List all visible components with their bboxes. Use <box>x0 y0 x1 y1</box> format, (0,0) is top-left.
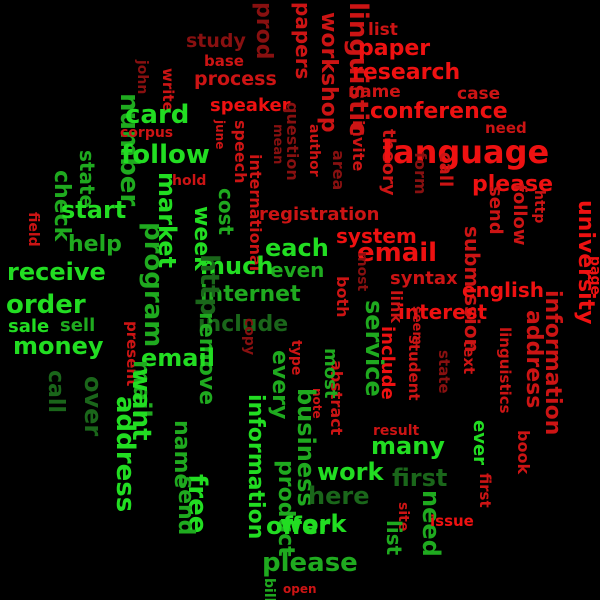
cloud-word: author <box>306 124 322 177</box>
cloud-word: list <box>382 520 406 556</box>
cloud-word: process <box>194 68 277 90</box>
cloud-word: state <box>435 350 453 394</box>
cloud-word: form <box>411 152 430 195</box>
cloud-word: papers <box>291 2 315 80</box>
cloud-word: issue <box>430 512 474 530</box>
cloud-word: prod <box>251 2 276 60</box>
cloud-word: much <box>200 252 274 280</box>
cloud-word: work <box>280 510 347 538</box>
cloud-word: registration <box>259 204 380 225</box>
cloud-word: information <box>243 394 268 540</box>
cloud-word: money <box>13 332 104 360</box>
cloud-word: address <box>521 310 546 409</box>
cloud-word: page <box>587 256 600 295</box>
cloud-word: study <box>186 30 246 52</box>
cloud-word: http <box>531 190 547 224</box>
cloud-word: over <box>79 376 107 437</box>
cloud-word: address <box>110 396 140 513</box>
cloud-word: first <box>392 464 448 492</box>
cloud-word: name <box>348 82 401 102</box>
cloud-word: question <box>283 102 302 181</box>
cloud-word: linguistics <box>496 327 514 414</box>
cloud-word: research <box>352 60 461 85</box>
cloud-word: send <box>485 186 506 235</box>
cloud-word: invite <box>349 120 368 172</box>
cloud-word: copy <box>241 318 257 356</box>
cloud-word: interest <box>398 300 488 324</box>
cloud-word: receive <box>7 258 106 286</box>
cloud-word: open <box>283 582 317 596</box>
cloud-word: follow <box>121 140 210 170</box>
cloud-word: program <box>138 222 168 348</box>
cloud-word: internet <box>200 282 301 307</box>
cloud-word: field <box>25 212 41 247</box>
cloud-word: start <box>61 196 127 224</box>
cloud-word: bill <box>261 578 277 600</box>
cloud-word: hold <box>172 173 207 189</box>
cloud-word: help <box>68 232 122 257</box>
cloud-word: workshop <box>316 12 341 133</box>
cloud-word: case <box>457 84 501 104</box>
cloud-word: product <box>273 460 298 557</box>
cloud-word: email <box>357 238 438 268</box>
cloud-word: area <box>329 150 348 191</box>
cloud-word: card <box>125 100 190 130</box>
cloud-word: book <box>514 430 533 475</box>
cloud-word: corpus <box>120 125 174 141</box>
cloud-word: need <box>485 119 527 137</box>
cloud-word: http <box>194 254 224 316</box>
cloud-word: student <box>405 335 423 401</box>
cloud-word: text <box>460 340 478 375</box>
cloud-word: service <box>360 300 388 397</box>
cloud-word: sale <box>8 316 50 337</box>
cloud-word: call <box>43 370 68 413</box>
cloud-word: offer <box>266 512 331 540</box>
cloud-word: john <box>134 60 150 95</box>
cloud-word: each <box>265 234 329 262</box>
cloud-word: many <box>371 432 445 460</box>
cloud-word: both <box>333 276 352 318</box>
cloud-word: conference <box>370 99 508 124</box>
cloud-word: cost <box>214 188 238 236</box>
cloud-word: order <box>6 290 86 320</box>
cloud-word: most <box>354 252 370 292</box>
cloud-word: system <box>336 224 417 248</box>
cloud-word: include <box>198 312 289 337</box>
cloud-word: first <box>476 473 494 508</box>
cloud-word: ever <box>469 420 490 466</box>
cloud-word: here <box>308 482 370 510</box>
cloud-word: even <box>270 258 325 282</box>
cloud-word: follow <box>509 184 530 246</box>
cloud-word: please <box>262 548 358 578</box>
cloud-word: call <box>435 152 456 188</box>
cloud-word: every <box>267 350 292 420</box>
cloud-word: paper <box>358 36 431 61</box>
cloud-word: work <box>317 458 384 486</box>
cloud-word: email <box>141 344 215 372</box>
cloud-word: base <box>204 52 244 70</box>
cloud-word: please <box>472 172 554 197</box>
cloud-word: result <box>373 423 420 439</box>
cloud-word: speaker <box>210 95 291 116</box>
cloud-word: language <box>382 133 550 171</box>
cloud-word: syntax <box>390 268 458 289</box>
cloud-word: english <box>462 278 544 302</box>
cloud-word: send <box>173 476 198 536</box>
cloud-word: sell <box>60 315 96 336</box>
cloud-word: mean <box>270 124 285 165</box>
cloud-word: list <box>368 20 398 40</box>
cloud-word: june <box>213 120 227 150</box>
